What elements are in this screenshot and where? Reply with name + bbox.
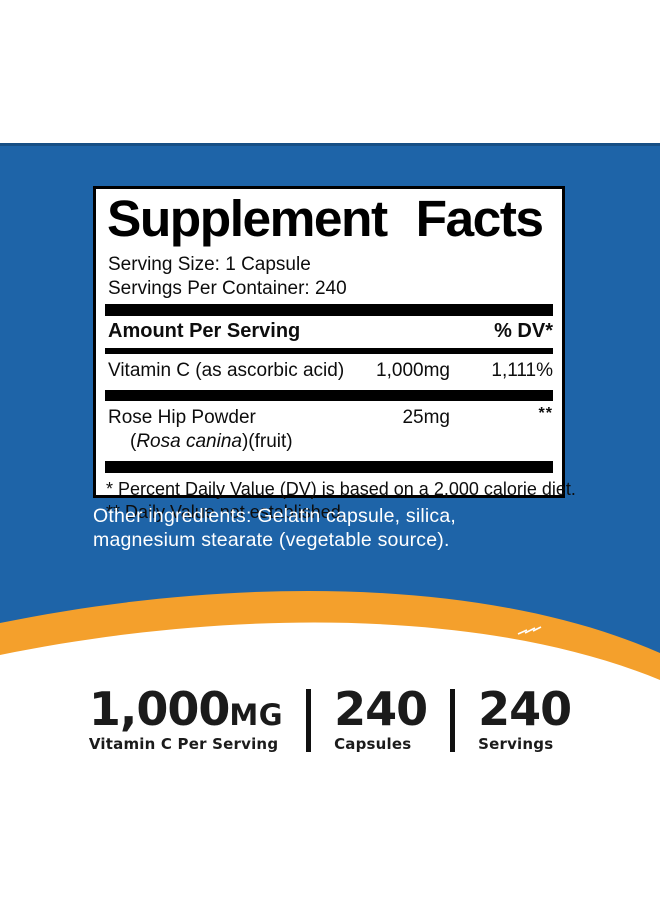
stat-servings: 240 Servings <box>478 686 572 753</box>
header-left-label: Amount Per Serving <box>108 320 301 343</box>
footnote-dv: * Percent Daily Value (DV) is based on a… <box>106 479 576 500</box>
stat-divider <box>450 689 456 752</box>
botanical-latin-name: Rosa canina <box>136 431 242 453</box>
stat-dosage: 1,000MG Vitamin C Per Serving <box>89 686 283 753</box>
stat-servings-label: Servings <box>478 735 554 753</box>
divider-bar-thick <box>105 461 553 474</box>
stat-servings-value: 240 <box>478 686 572 732</box>
white-dome-shape <box>0 618 660 900</box>
stat-number: 240 <box>478 682 572 736</box>
stat-capsules-value: 240 <box>334 686 428 732</box>
table-row-vitamin-c: Vitamin C (as ascorbic acid) 1,000mg 1,1… <box>108 354 553 384</box>
divider-bar-thick <box>105 390 553 402</box>
other-ingredients: Other ingredients: Gelatin capsule, sili… <box>93 505 457 551</box>
nutrient-name: Rose Hip Powder <box>108 407 256 429</box>
stat-divider <box>306 689 312 752</box>
stat-dosage-label: Vitamin C Per Serving <box>88 735 279 753</box>
servings-per-container: Servings Per Container: 240 <box>108 277 347 299</box>
nutrient-name: Vitamin C (as ascorbic acid) <box>108 360 345 382</box>
stat-number: 240 <box>334 682 428 736</box>
stat-capsules: 240 Capsules <box>334 686 428 753</box>
stats-row: 1,000MG Vitamin C Per Serving 240 Capsul… <box>0 686 660 753</box>
divider-bar-medium <box>105 348 553 355</box>
supplement-facts-panel: Supplement Facts Serving Size: 1 Capsule… <box>93 186 576 522</box>
percent-dv-label: % DV* <box>494 320 553 343</box>
brush-texture-marks <box>517 626 542 635</box>
stat-capsules-label: Capsules <box>334 735 412 753</box>
nutrient-amount: 25mg <box>402 407 450 429</box>
nutrient-dv: 1,111% <box>491 360 553 382</box>
amount-per-serving-header: Amount Per Serving % DV* <box>108 316 553 345</box>
footnote-not-established: ** Daily Value not established. <box>106 501 346 522</box>
paren-open: ( <box>130 431 137 453</box>
panel-title: Supplement Facts <box>107 190 544 247</box>
orange-swoosh <box>0 590 660 900</box>
nutrient-amount: 1,000mg <box>376 360 450 382</box>
paren-close-fruit: )(fruit) <box>241 431 293 453</box>
orange-swoosh-band <box>0 590 660 680</box>
table-row-rose-hip: Rose Hip Powder 25mg ** <box>108 401 553 431</box>
serving-size: Serving Size: 1 Capsule <box>108 254 311 276</box>
stat-dosage-value: 1,000MG <box>89 686 283 732</box>
nutrient-dv: ** <box>538 405 553 423</box>
footnotes: * Percent Daily Value (DV) is based on a… <box>106 478 576 523</box>
nutrient-botanical-name: (Rosa canina)(fruit) <box>130 431 553 457</box>
divider-bar-thick <box>105 304 553 317</box>
stat-number: 1,000 <box>88 682 231 736</box>
stat-unit: MG <box>229 698 284 732</box>
